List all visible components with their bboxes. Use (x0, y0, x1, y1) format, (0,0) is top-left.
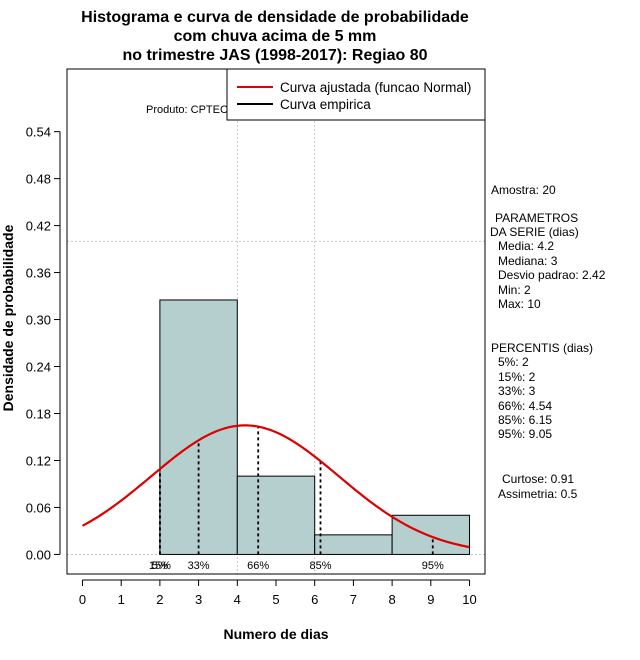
x-tick-label-7: 7 (350, 592, 357, 607)
y-tick-label-5: 0.30 (26, 313, 51, 328)
percentile-85: 85%: 6.15 (498, 413, 552, 427)
histogram-bar-1 (236, 475, 316, 555)
percentile-label-2: 33% (188, 560, 210, 572)
params-header-1: PARAMETROS (495, 211, 578, 225)
normal-curve (81, 424, 470, 549)
chart-title-line-1: Histograma e curva de densidade de proba… (81, 9, 469, 26)
percentile-label-4: 85% (309, 560, 331, 572)
x-tick-label-4: 4 (234, 592, 241, 607)
percentile-33: 33%: 3 (498, 384, 536, 398)
x-axis-label: Numero de dias (223, 626, 328, 642)
param-sd: Desvio padrao: 2.42 (498, 268, 606, 282)
curve-layer (81, 424, 470, 549)
legend: Curva ajustada (funcao Normal) Curva emp… (226, 68, 486, 121)
percentile-label-5: 95% (422, 560, 444, 572)
percentile-15: 15%: 2 (498, 370, 536, 384)
y-tick-label-2: 0.12 (26, 453, 51, 468)
histogram-bar-3 (391, 514, 471, 555)
x-tick-label-8: 8 (388, 592, 395, 607)
axes-layer: 0 1 2 3 4 5 6 7 8 9 10 0.00 0.06 0.12 0.18 0.24 0.30 0.36… (26, 125, 477, 607)
x-tick-label-3: 3 (195, 592, 202, 607)
percentile-66: 66%: 4.54 (498, 399, 552, 413)
y-tick-label-7: 0.42 (26, 219, 51, 234)
percentile-label-1: 15% (149, 560, 171, 572)
legend-box (226, 68, 486, 121)
histogram-bar-2 (314, 534, 393, 555)
param-min: Min: 2 (498, 283, 531, 297)
y-tick-label-6: 0.36 (26, 266, 51, 281)
y-tick-label-3: 0.18 (26, 406, 51, 421)
param-median: Mediana: 3 (498, 254, 558, 268)
y-tick-label-1: 0.06 (26, 500, 51, 515)
percentile-layer: 5%15% 33% 66% 85% 95% (149, 426, 444, 572)
legend-label-fitted: Curva ajustada (funcao Normal) (280, 80, 471, 95)
y-tick-label-8: 0.48 (26, 172, 51, 187)
side-panel: Amostra: 20 PARAMETROS DA SERIE (dias) M… (490, 183, 606, 501)
param-mean: Media: 4.2 (498, 239, 554, 253)
param-max: Max: 10 (498, 297, 541, 311)
y-axis-label: Densidade de probabilidade (0, 224, 16, 411)
params-header-2: DA SERIE (dias) (490, 225, 579, 239)
x-tick-label-5: 5 (272, 592, 279, 607)
x-tick-label-9: 9 (427, 592, 434, 607)
chart-title-line-2: com chuva acima de 5 mm (174, 28, 377, 45)
skewness: Assimetria: 0.5 (498, 487, 578, 501)
y-tick-label-4: 0.24 (26, 360, 51, 375)
y-tick-label-9: 0.54 (26, 125, 51, 140)
chart-title-line-3: no trimestre JAS (1998-2017): Regiao 80 (122, 47, 427, 64)
percentile-label-3: 66% (247, 560, 269, 572)
y-tick-label-0: 0.00 (26, 547, 51, 562)
percentile-95: 95%: 9.05 (498, 427, 552, 441)
x-tick-label-0: 0 (79, 592, 86, 607)
percentile-5: 5%: 2 (498, 355, 529, 369)
kurtosis: Curtose: 0.91 (502, 472, 574, 486)
legend-label-empirical: Curva empirica (280, 97, 371, 112)
sample-size: Amostra: 20 (491, 183, 556, 197)
x-tick-label-10: 10 (462, 592, 476, 607)
percentiles-header: PERCENTIS (dias) (491, 341, 593, 355)
percentile-label-0: 5% (152, 560, 168, 572)
x-tick-label-6: 6 (311, 592, 318, 607)
x-tick-label-2: 2 (156, 592, 163, 607)
x-tick-label-1: 1 (118, 592, 125, 607)
bars-layer (159, 299, 471, 555)
